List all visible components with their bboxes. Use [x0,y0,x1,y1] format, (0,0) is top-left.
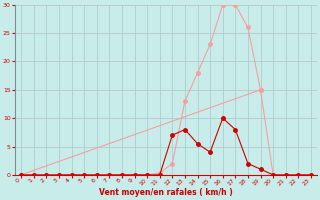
X-axis label: Vent moyen/en rafales ( km/h ): Vent moyen/en rafales ( km/h ) [99,188,233,197]
